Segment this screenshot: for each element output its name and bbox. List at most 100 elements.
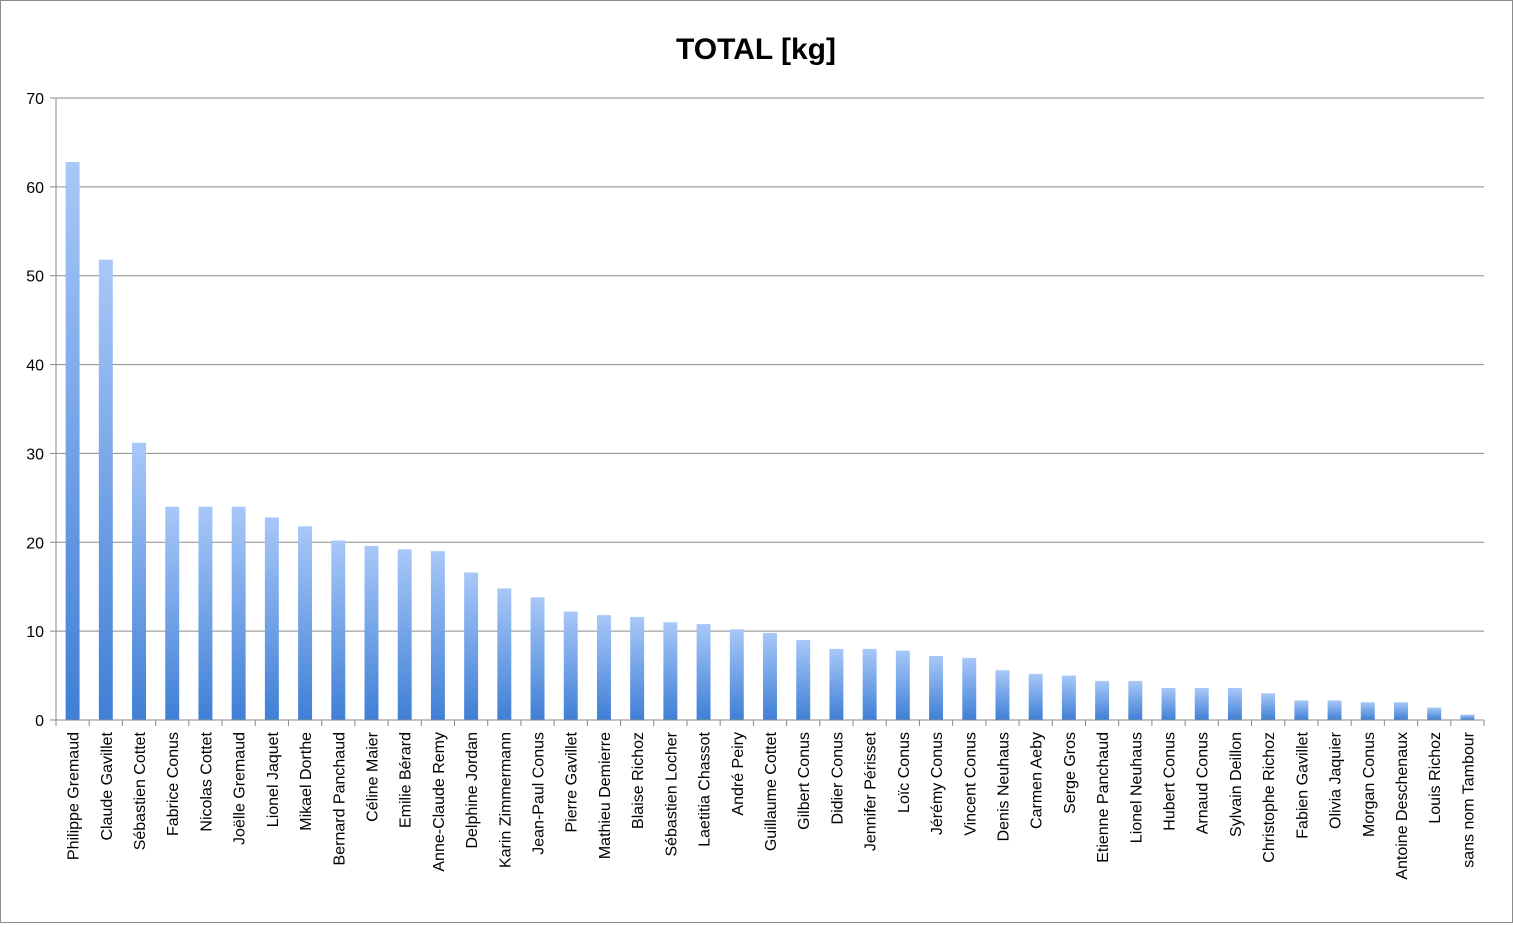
y-tick-label: 70 [26, 91, 44, 108]
x-tick-label: Joëlle Gremaud [232, 732, 249, 845]
x-tick-label: Delphine Jordan [464, 732, 481, 849]
bar [663, 622, 678, 720]
bar [995, 670, 1010, 720]
bar [132, 442, 146, 720]
x-tick-label: Antoine Deschenaux [1394, 732, 1411, 880]
bar [464, 572, 479, 720]
bar [1360, 702, 1375, 720]
x-tick-label: Gilbert Conus [796, 732, 813, 830]
x-tick-label: Jennifer Périsset [863, 731, 880, 851]
y-tick-label: 0 [35, 713, 44, 730]
x-tick-label: Lionel Neuhaus [1128, 732, 1145, 843]
x-tick-label: Karin Zimmermann [497, 732, 514, 868]
bar [1128, 680, 1143, 720]
x-tick-label: Céline Maier [364, 731, 381, 821]
bar [1427, 707, 1442, 720]
bar [962, 657, 977, 720]
y-tick-label: 50 [26, 269, 44, 286]
x-tick-label: Mikael Dorthe [298, 732, 315, 831]
bar [198, 506, 213, 720]
bar [1294, 700, 1309, 720]
x-tick-label: Morgan Conus [1361, 732, 1378, 837]
bar [1095, 680, 1110, 720]
x-tick-label: Pierre Gavillet [564, 731, 581, 832]
x-tick-label: sans nom Tambour [1460, 731, 1477, 867]
y-tick-label: 60 [26, 180, 44, 197]
bar [497, 588, 512, 720]
bar [1194, 688, 1209, 720]
x-tick-label: Nicolas Cottet [198, 731, 215, 831]
x-tick-label: Claude Gavillet [99, 731, 116, 840]
bar [1327, 700, 1342, 720]
bar [1028, 673, 1043, 720]
bar [98, 259, 113, 720]
x-tick-label: Didier Conus [829, 732, 846, 824]
x-tick-label: Olivia Jaquier [1328, 731, 1345, 829]
bar [430, 551, 445, 720]
x-tick-label: Louis Richoz [1427, 732, 1444, 824]
x-tick-label: Loïc Conus [896, 732, 913, 813]
x-tick-label: Denis Neuhaus [995, 732, 1012, 841]
bar [331, 540, 346, 720]
y-tick-label: 10 [26, 624, 44, 641]
bars [65, 161, 1475, 720]
bar [397, 549, 412, 720]
x-tick-label: Carmen Aeby [1029, 732, 1046, 829]
x-tick-label: Mathieu Demierre [597, 732, 614, 859]
bar [895, 650, 910, 720]
x-tick-label: Bernard Panchaud [331, 732, 348, 865]
x-tick-label: Guillaume Cottet [763, 731, 780, 851]
x-tick-label: Sylvain Deillon [1228, 732, 1245, 837]
x-tick-label: Vincent Conus [962, 732, 979, 836]
x-tick-label: Hubert Conus [1162, 732, 1179, 831]
x-tick-label: Anne-Claude Remy [431, 732, 448, 872]
x-tick-label: Jérémy Conus [929, 732, 946, 835]
bar [298, 526, 313, 720]
bar [630, 616, 645, 720]
chart-title: TOTAL [kg] [676, 33, 836, 66]
bar [862, 648, 877, 720]
y-tick-labels: 0 10 20 30 40 50 60 70 [26, 91, 44, 730]
bar [1161, 688, 1176, 720]
axes [55, 98, 1485, 726]
x-tick-label: André Peiry [730, 732, 747, 816]
bar [796, 640, 811, 720]
x-tick-label: Lionel Jaquet [265, 731, 282, 827]
x-tick-label: Arnaud Conus [1195, 732, 1212, 834]
bar [829, 648, 844, 720]
bar [65, 161, 80, 720]
x-tick-label: Blaise Richoz [630, 732, 647, 829]
x-tick-labels: Philippe Gremaud Claude Gavillet Sébastien… [66, 731, 1478, 879]
x-tick-label: Fabien Gavillet [1294, 731, 1311, 838]
x-tick-label: Etienne Panchaud [1095, 732, 1112, 863]
y-tick-label: 30 [26, 446, 44, 463]
bar [1460, 714, 1475, 720]
bar [1394, 702, 1408, 720]
bar [763, 632, 777, 720]
x-tick-label: Sébastien Cottet [132, 731, 149, 850]
y-tick-label: 20 [26, 535, 44, 552]
bar [530, 597, 545, 720]
bar [1261, 693, 1276, 720]
x-tick-label: Emilie Bérard [398, 732, 415, 828]
bar [729, 629, 744, 720]
bar [563, 611, 578, 720]
bar [696, 624, 711, 720]
bar [1227, 688, 1242, 720]
x-tick-label: Jean-Paul Conus [531, 732, 548, 855]
x-tick-label: Philippe Gremaud [66, 732, 83, 860]
bar [165, 506, 180, 720]
x-tick-label: Christophe Richoz [1261, 732, 1278, 863]
bar [929, 656, 944, 720]
bar [1061, 675, 1076, 720]
x-tick-label: Laetitia Chassot [697, 731, 714, 846]
x-tick-label: Sébastien Locher [663, 731, 680, 856]
gridlines [50, 97, 1484, 721]
y-tick-label: 40 [26, 358, 44, 375]
x-tick-label: Serge Gros [1062, 732, 1079, 814]
bar [364, 545, 379, 720]
bar [596, 615, 611, 720]
bar [231, 506, 246, 720]
x-tick-label: Fabrice Conus [165, 732, 182, 836]
